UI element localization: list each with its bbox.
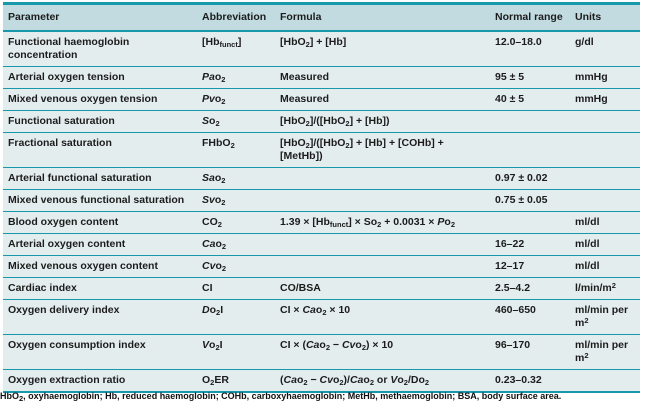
table-row: Cardiac index CI CO/BSA 2.5–4.2 l/min/m2 — [3, 278, 640, 300]
cell-formula: 1.39 × [Hbfunct] × So2 + 0.0031 × Po2 — [280, 216, 455, 229]
cell-normal-range: 96–170 — [495, 339, 531, 351]
col-header-units: Units — [575, 11, 602, 23]
cell-units: ml/min per m2 — [575, 304, 629, 329]
col-header-normal-range: Normal range — [495, 11, 563, 23]
cell-abbreviation: Svo2 — [202, 194, 226, 207]
cell-abbreviation: Pvo2 — [202, 93, 226, 106]
cell-formula: (Cao2 − Cvo2)/Cao2 or Vo2/Do2 — [280, 374, 430, 387]
col-header-parameter: Parameter — [8, 11, 60, 23]
cell-formula: [HbO2]/([HbO2] + [Hb]) — [280, 115, 390, 128]
cell-abbreviation: Sao2 — [202, 172, 226, 185]
cell-parameter: Arterial oxygen tension — [8, 71, 125, 83]
cell-normal-range: 12–17 — [495, 260, 525, 272]
table-row: Functional haemoglobin concentration [Hb… — [3, 32, 640, 67]
cell-abbreviation: [Hbfunct] — [202, 36, 242, 49]
cell-abbreviation: CI — [202, 282, 213, 294]
cell-units: mmHg — [575, 71, 608, 83]
cell-formula: [HbO2] + [Hb] — [280, 36, 347, 49]
table-header-row: Parameter Abbreviation Formula Normal ra… — [3, 2, 640, 32]
cell-normal-range: 2.5–4.2 — [495, 282, 531, 294]
cell-parameter: Arterial oxygen content — [8, 238, 126, 250]
cell-abbreviation: Cao2 — [202, 238, 227, 251]
cell-normal-range: 95 ± 5 — [495, 71, 525, 83]
parameters-table: Parameter Abbreviation Formula Normal ra… — [3, 2, 640, 393]
cell-abbreviation: Vo2I — [202, 339, 223, 352]
table-footnote: HbO2, oxyhaemoglobin; Hb, reduced haemog… — [0, 391, 562, 403]
cell-formula: [HbO2]/([HbO2] + [Hb] + [COHb] + [MetHb]… — [280, 137, 444, 162]
cell-parameter: Cardiac index — [8, 282, 77, 294]
table-row: Mixed venous oxygen tension Pvo2 Measure… — [3, 89, 640, 111]
cell-normal-range: 12.0–18.0 — [495, 36, 542, 48]
table-row: Arterial oxygen tension Pao2 Measured 95… — [3, 67, 640, 89]
cell-parameter: Mixed venous functional saturation — [8, 194, 185, 206]
cell-normal-range: 40 ± 5 — [495, 93, 525, 105]
cell-parameter: Oxygen consumption index — [8, 339, 146, 351]
table-row: Mixed venous oxygen content Cvo2 12–17 m… — [3, 256, 640, 278]
table-body: Functional haemoglobin concentration [Hb… — [3, 32, 640, 393]
table-row: Arterial oxygen content Cao2 16–22 ml/dl — [3, 234, 640, 256]
cell-normal-range: 0.23–0.32 — [495, 374, 542, 386]
table-row: Arterial functional saturation Sao2 0.97… — [3, 168, 640, 190]
table-row: Fractional saturation FHbO2 [HbO2]/([HbO… — [3, 133, 640, 168]
cell-parameter: Oxygen extraction ratio — [8, 374, 126, 386]
cell-units: ml/dl — [575, 216, 600, 228]
table-row: Oxygen consumption index Vo2I CI × (Cao2… — [3, 335, 640, 370]
cell-formula: CO/BSA — [280, 282, 321, 294]
cell-units: g/dl — [575, 36, 594, 48]
cell-units: mmHg — [575, 93, 608, 105]
cell-normal-range: 460–650 — [495, 304, 536, 316]
cell-parameter: Oxygen delivery index — [8, 304, 120, 316]
table-row: Blood oxygen content CO2 1.39 × [Hbfunct… — [3, 212, 640, 234]
cell-abbreviation: So2 — [202, 115, 220, 128]
cell-parameter: Functional haemoglobin concentration — [8, 36, 130, 61]
cell-parameter: Mixed venous oxygen tension — [8, 93, 158, 105]
table-row: Mixed venous functional saturation Svo2 … — [3, 190, 640, 212]
cell-formula: CI × (Cao2 − Cvo2) × 10 — [280, 339, 394, 352]
table-row: Oxygen delivery index Do2I CI × Cao2 × 1… — [3, 300, 640, 335]
table-row: Oxygen extraction ratio O2ER (Cao2 − Cvo… — [3, 370, 640, 393]
cell-parameter: Fractional saturation — [8, 137, 112, 149]
cell-units: ml/dl — [575, 260, 600, 272]
cell-formula: Measured — [280, 71, 330, 83]
cell-abbreviation: Do2I — [202, 304, 224, 317]
cell-parameter: Blood oxygen content — [8, 216, 119, 228]
cell-normal-range: 0.97 ± 0.02 — [495, 172, 548, 184]
cell-formula: CI × Cao2 × 10 — [280, 304, 351, 317]
cell-abbreviation: Cvo2 — [202, 260, 227, 273]
cell-parameter: Functional saturation — [8, 115, 115, 127]
cell-normal-range: 0.75 ± 0.05 — [495, 194, 548, 206]
cell-units: ml/dl — [575, 238, 600, 250]
cell-formula: Measured — [280, 93, 330, 105]
cell-parameter: Arterial functional saturation — [8, 172, 152, 184]
cell-normal-range: 16–22 — [495, 238, 525, 250]
col-header-formula: Formula — [280, 11, 322, 23]
table-row: Functional saturation So2 [HbO2]/([HbO2]… — [3, 111, 640, 133]
cell-abbreviation: O2ER — [202, 374, 229, 387]
cell-abbreviation: FHbO2 — [202, 137, 235, 150]
cell-units: ml/min per m2 — [575, 339, 629, 364]
col-header-abbreviation: Abbreviation — [202, 11, 267, 23]
cell-parameter: Mixed venous oxygen content — [8, 260, 158, 272]
cell-units: l/min/m2 — [575, 281, 616, 294]
cell-abbreviation: Pao2 — [202, 71, 226, 84]
cell-abbreviation: CO2 — [202, 216, 222, 229]
